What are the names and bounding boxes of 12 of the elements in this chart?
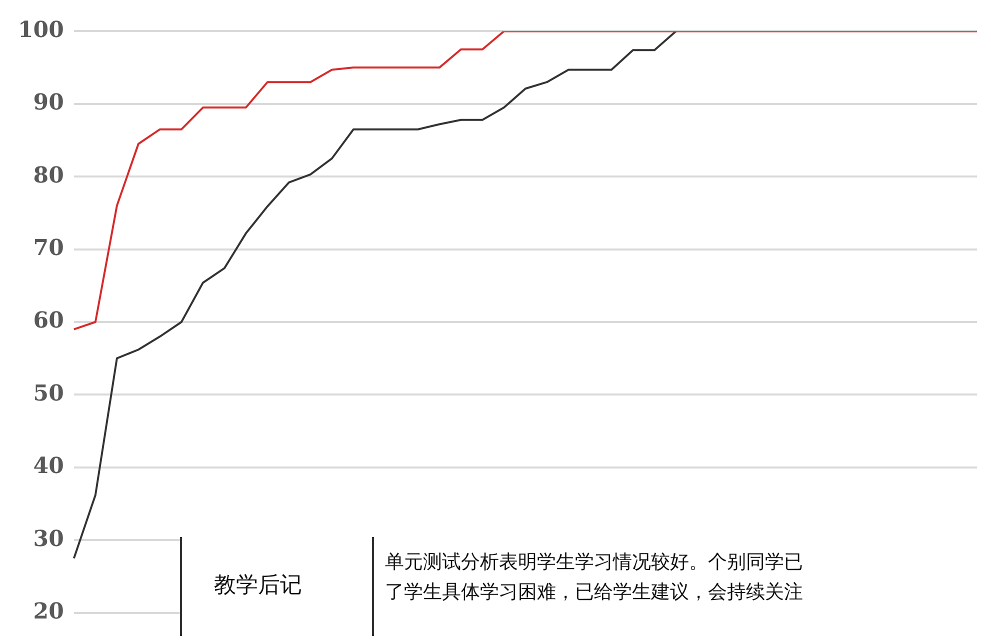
- y-tick-label: 30: [33, 526, 64, 552]
- y-tick-label: 100: [18, 16, 64, 43]
- annotation: 了学生具体学习困难，已给学生建议，会持续关注: [385, 580, 803, 605]
- y-tick-label: 20: [33, 598, 64, 625]
- annotation: 教学后记: [214, 572, 302, 600]
- y-tick-label: 60: [33, 308, 64, 334]
- y-tick-label: 90: [33, 90, 64, 116]
- y-tick-label: 70: [33, 235, 64, 262]
- y-tick-label: 50: [33, 380, 64, 406]
- y-tick-label: 40: [33, 453, 64, 480]
- y-tick-label: 80: [33, 162, 64, 188]
- annotation: 单元测试分析表明学生学习情况较好。个别同学已: [385, 550, 803, 575]
